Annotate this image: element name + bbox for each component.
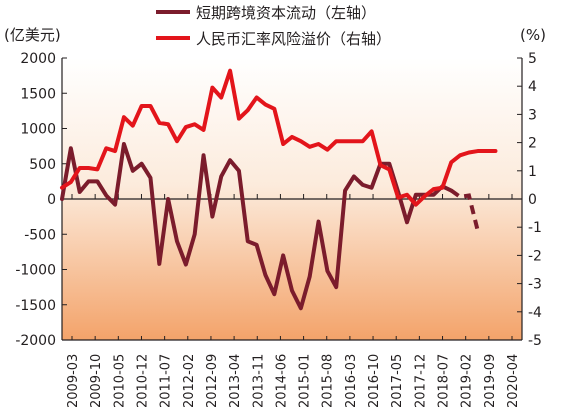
- right-tick-label: 3: [528, 107, 537, 123]
- x-tick-label: 2019-09: [483, 354, 498, 408]
- axes: [61, 57, 523, 341]
- left-tick-label: 2000: [20, 51, 56, 67]
- right-tick-label: -2: [528, 248, 542, 264]
- left-axis-label: (亿美元): [4, 26, 61, 44]
- x-tick-label: 2015-01: [298, 354, 313, 408]
- x-tick-label: 2019-02: [460, 354, 475, 408]
- right-tick-label: 1: [528, 164, 537, 180]
- left-tick-label: 500: [29, 157, 56, 173]
- legend-label-capital-flow: 短期跨境资本流动（左轴）: [196, 4, 376, 22]
- legend-label-risk-premium: 人民币汇率风险溢价（右轴）: [196, 30, 391, 48]
- series-layer: [60, 68, 498, 311]
- series-line-capital-flow: [60, 142, 454, 311]
- right-tick-label: 2: [528, 136, 537, 152]
- right-axis-label: (%): [520, 26, 546, 44]
- axis-labels: 2000 1500 1000 500 0 -500 -1000 -1500 -2000 5 4 3 2 1…: [15, 51, 542, 408]
- series-line-risk-premium: [60, 68, 498, 207]
- right-tick-label: -1: [528, 220, 542, 236]
- x-tick-label: 2009-10: [89, 354, 104, 408]
- x-tick-label: 2010-12: [135, 354, 150, 408]
- x-tick-label: 2020-04: [506, 354, 521, 408]
- x-tick-label: 2014-06: [274, 354, 289, 408]
- left-tick-label: -500: [24, 227, 56, 243]
- right-tick-label: 0: [528, 192, 537, 208]
- x-tick-label: 2016-10: [367, 354, 382, 408]
- right-tick-label: -4: [528, 305, 542, 321]
- x-tick-label: 2018-07: [437, 354, 452, 408]
- left-tick-label: 1000: [20, 122, 56, 138]
- left-tick-label: 0: [47, 192, 56, 208]
- x-tick-label: 2012-09: [205, 354, 220, 408]
- left-tick-label: -1000: [15, 263, 56, 279]
- x-tick-label: 2010-05: [112, 354, 127, 408]
- right-tick-label: -5: [528, 333, 542, 349]
- x-tick-label: 2013-11: [251, 354, 266, 408]
- x-tick-label: 2015-08: [321, 354, 336, 408]
- right-tick-label: -3: [528, 277, 542, 293]
- left-tick-label: -2000: [15, 333, 56, 349]
- left-tick-label: -1500: [15, 298, 56, 314]
- x-tick-label: 2011-07: [159, 354, 174, 408]
- x-tick-label: 2016-03: [344, 354, 359, 408]
- x-tick-label: 2009-03: [66, 354, 81, 408]
- x-tick-label: 2012-02: [182, 354, 197, 408]
- x-tick-label: 2017-12: [413, 354, 428, 408]
- right-tick-label: 4: [528, 79, 537, 95]
- right-tick-label: 5: [528, 51, 537, 67]
- legend: 短期跨境资本流动（左轴） 人民币汇率风险溢价（右轴）: [156, 4, 391, 48]
- series-line-capital-flow-dashed: [450, 188, 480, 232]
- x-tick-label: 2017-05: [390, 354, 405, 408]
- left-tick-label: 1500: [20, 86, 56, 102]
- x-tick-label: 2013-04: [228, 354, 243, 408]
